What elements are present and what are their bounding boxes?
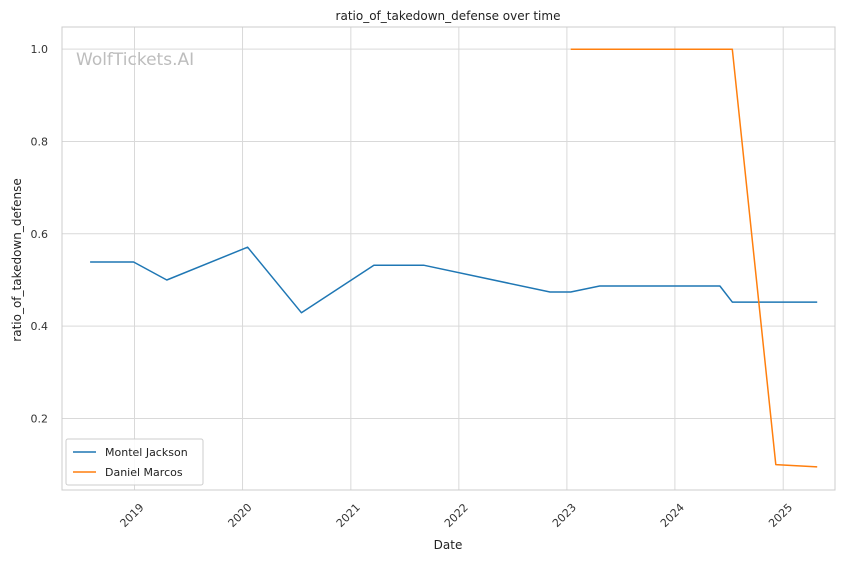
x-axis-ticks: 2019 2020 2021 2022 2023 2024 2025	[118, 501, 796, 530]
plot-frame	[61, 26, 836, 491]
legend-label-montel-jackson: Montel Jackson	[105, 446, 188, 459]
watermark: WolfTickets.AI	[76, 50, 194, 70]
legend-label-daniel-marcos: Daniel Marcos	[105, 466, 183, 479]
chart-title: ratio_of_takedown_defense over time	[336, 9, 561, 23]
y-tick-label: 0.2	[31, 412, 49, 425]
legend: Montel Jackson Daniel Marcos	[65, 438, 204, 486]
series-line-daniel-marcos	[570, 48, 818, 468]
y-axis-ticks: 0.2 0.4 0.6 0.8 1.0	[31, 43, 49, 425]
y-axis-label: ratio_of_takedown_defense	[10, 178, 24, 341]
y-tick-label: 0.4	[31, 320, 49, 333]
y-tick-label: 1.0	[31, 43, 49, 56]
x-tick-label: 2023	[550, 501, 579, 530]
x-tick-label: 2022	[442, 501, 471, 530]
series-lines	[90, 48, 818, 468]
legend-box	[65, 438, 204, 486]
x-tick-label: 2019	[118, 501, 147, 530]
y-tick-label: 0.6	[31, 228, 49, 241]
series-line-montel-jackson	[90, 246, 818, 314]
x-tick-label: 2020	[226, 501, 255, 530]
x-axis-label: Date	[434, 538, 463, 552]
x-tick-label: 2024	[658, 501, 687, 530]
x-tick-label: 2025	[766, 501, 795, 530]
x-tick-label: 2021	[334, 501, 363, 530]
grid	[62, 27, 835, 490]
y-tick-label: 0.8	[31, 135, 49, 148]
